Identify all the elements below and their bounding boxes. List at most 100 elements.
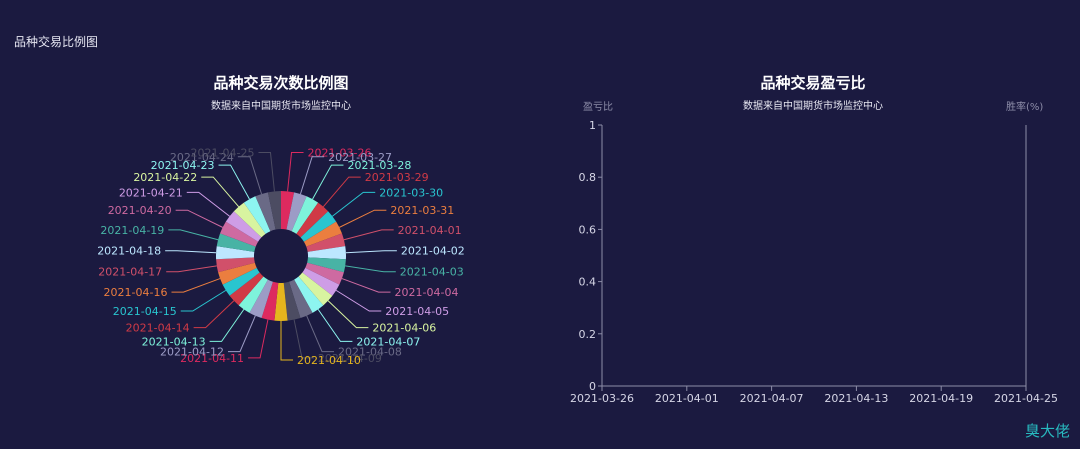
pie-label: 2021-04-24 <box>170 151 234 164</box>
watermark: 臭大佬 <box>1024 422 1070 440</box>
pie-slice <box>296 202 329 238</box>
leader-line <box>258 152 275 192</box>
y-tick-label: 0.4 <box>579 276 597 289</box>
pie-label: 2021-04-15 <box>113 305 177 318</box>
x-tick-label: 2021-04-19 <box>909 392 973 405</box>
pie-slice <box>243 196 271 234</box>
leader-line <box>312 164 344 200</box>
pie-slice <box>289 279 313 319</box>
leader-line <box>166 265 217 273</box>
leader-line <box>332 191 376 217</box>
bar-chart: 0 0.2 0.4 0.6 0.8 1 2021-03-26 2021-04-01 2021-0… <box>570 119 1058 405</box>
pie-slice <box>306 233 346 252</box>
leader-line <box>180 289 227 312</box>
leader-line <box>165 250 217 254</box>
pie-slice <box>229 272 264 306</box>
pie-label: 2021-04-11 <box>180 352 244 365</box>
pie-label: 2021-03-31 <box>390 204 454 217</box>
pie-slice <box>307 257 346 273</box>
pie-label: 2021-04-12 <box>160 346 224 359</box>
pie-label: 2021-04-10 <box>297 354 361 367</box>
donut-chart: 2021-03-262021-03-272021-03-282021-03-29… <box>97 147 465 367</box>
pie-slice <box>302 267 340 296</box>
x-tick-label: 2021-03-26 <box>570 392 634 405</box>
pie-slice <box>238 276 268 313</box>
pie-label: 2021-04-17 <box>98 266 162 279</box>
pie-slice <box>216 233 256 252</box>
pie-slice <box>216 257 255 273</box>
pie-label: 2021-03-30 <box>379 186 443 199</box>
leader-line <box>193 300 235 329</box>
pie-slice <box>249 279 273 319</box>
pie-label: 2021-04-18 <box>97 245 161 258</box>
leader-line <box>186 191 230 217</box>
leader-line <box>218 164 250 200</box>
y-tick-label: 0.2 <box>579 328 597 341</box>
pie-slice <box>261 281 279 321</box>
leader-line <box>175 209 223 228</box>
leader-line <box>345 250 397 254</box>
bar-chart-title: 品种交易盈亏比 <box>760 74 866 92</box>
leader-line <box>209 309 245 342</box>
pie-slice <box>281 191 295 230</box>
leader-line <box>293 319 314 359</box>
y-tick-label: 1 <box>589 119 596 132</box>
y2-axis-name: 胜率(%) <box>1006 102 1044 113</box>
leader-line <box>306 315 335 353</box>
pie-label: 2021-04-08 <box>338 346 402 359</box>
page-title: 品种交易比例图 <box>14 35 99 49</box>
x-tick-label: 2021-04-07 <box>740 392 804 405</box>
pie-slice <box>225 211 262 242</box>
leader-line <box>317 309 353 342</box>
pie-slice <box>283 281 301 321</box>
pie-label: 2021-04-05 <box>385 305 449 318</box>
pie-slice <box>303 221 342 247</box>
pie-label: 2021-04-22 <box>133 171 197 184</box>
leader-line <box>327 300 369 329</box>
pie-label: 2021-04-19 <box>100 224 164 237</box>
pie-label: 2021-04-14 <box>126 322 190 335</box>
pie-label: 2021-04-09 <box>318 352 382 365</box>
x-tick-label: 2021-04-13 <box>824 392 888 405</box>
leader-line <box>345 265 396 273</box>
pie-slice <box>274 282 288 321</box>
pie-label: 2021-04-21 <box>119 186 183 199</box>
leader-line <box>237 156 263 195</box>
leader-line <box>280 321 293 361</box>
pie-label: 2021-04-06 <box>372 322 436 335</box>
pie-slice <box>286 192 307 232</box>
pie-slice <box>305 262 344 285</box>
pie-label: 2021-04-23 <box>151 159 215 172</box>
bar-chart-subtitle: 数据来自中国期货市场监控中心 <box>743 101 883 112</box>
pie-slice <box>222 267 260 296</box>
leader-line <box>287 152 304 192</box>
pie-label: 2021-04-20 <box>108 204 172 217</box>
pie-slice <box>267 191 281 230</box>
leader-line <box>171 278 221 293</box>
pie-label: 2021-03-27 <box>328 151 392 164</box>
y-tick-label: 0.6 <box>579 223 597 236</box>
pie-slice <box>255 192 276 232</box>
y-axis-name: 盈亏比 <box>583 102 613 113</box>
pie-slice <box>220 221 259 247</box>
leader-line <box>227 315 256 353</box>
leader-line <box>343 229 394 241</box>
pie-slice <box>233 202 266 238</box>
leader-line <box>168 229 219 241</box>
pie-slice <box>291 196 319 234</box>
pie-slice <box>215 246 255 260</box>
leader-line <box>299 156 325 195</box>
pie-slice <box>307 246 346 260</box>
pie-label: 2021-03-29 <box>365 171 429 184</box>
x-tick-label: 2021-04-01 <box>655 392 719 405</box>
pie-label: 2021-04-07 <box>356 335 420 348</box>
pie-slice <box>300 211 337 242</box>
x-tick-label: 2021-04-25 <box>994 392 1058 405</box>
pie-slice <box>294 276 324 313</box>
leader-line <box>335 289 382 312</box>
pie-label: 2021-04-02 <box>401 245 465 258</box>
pie-slice <box>218 262 257 285</box>
pie-label: 2021-04-04 <box>395 286 459 299</box>
pie-label: 2021-04-13 <box>142 335 206 348</box>
